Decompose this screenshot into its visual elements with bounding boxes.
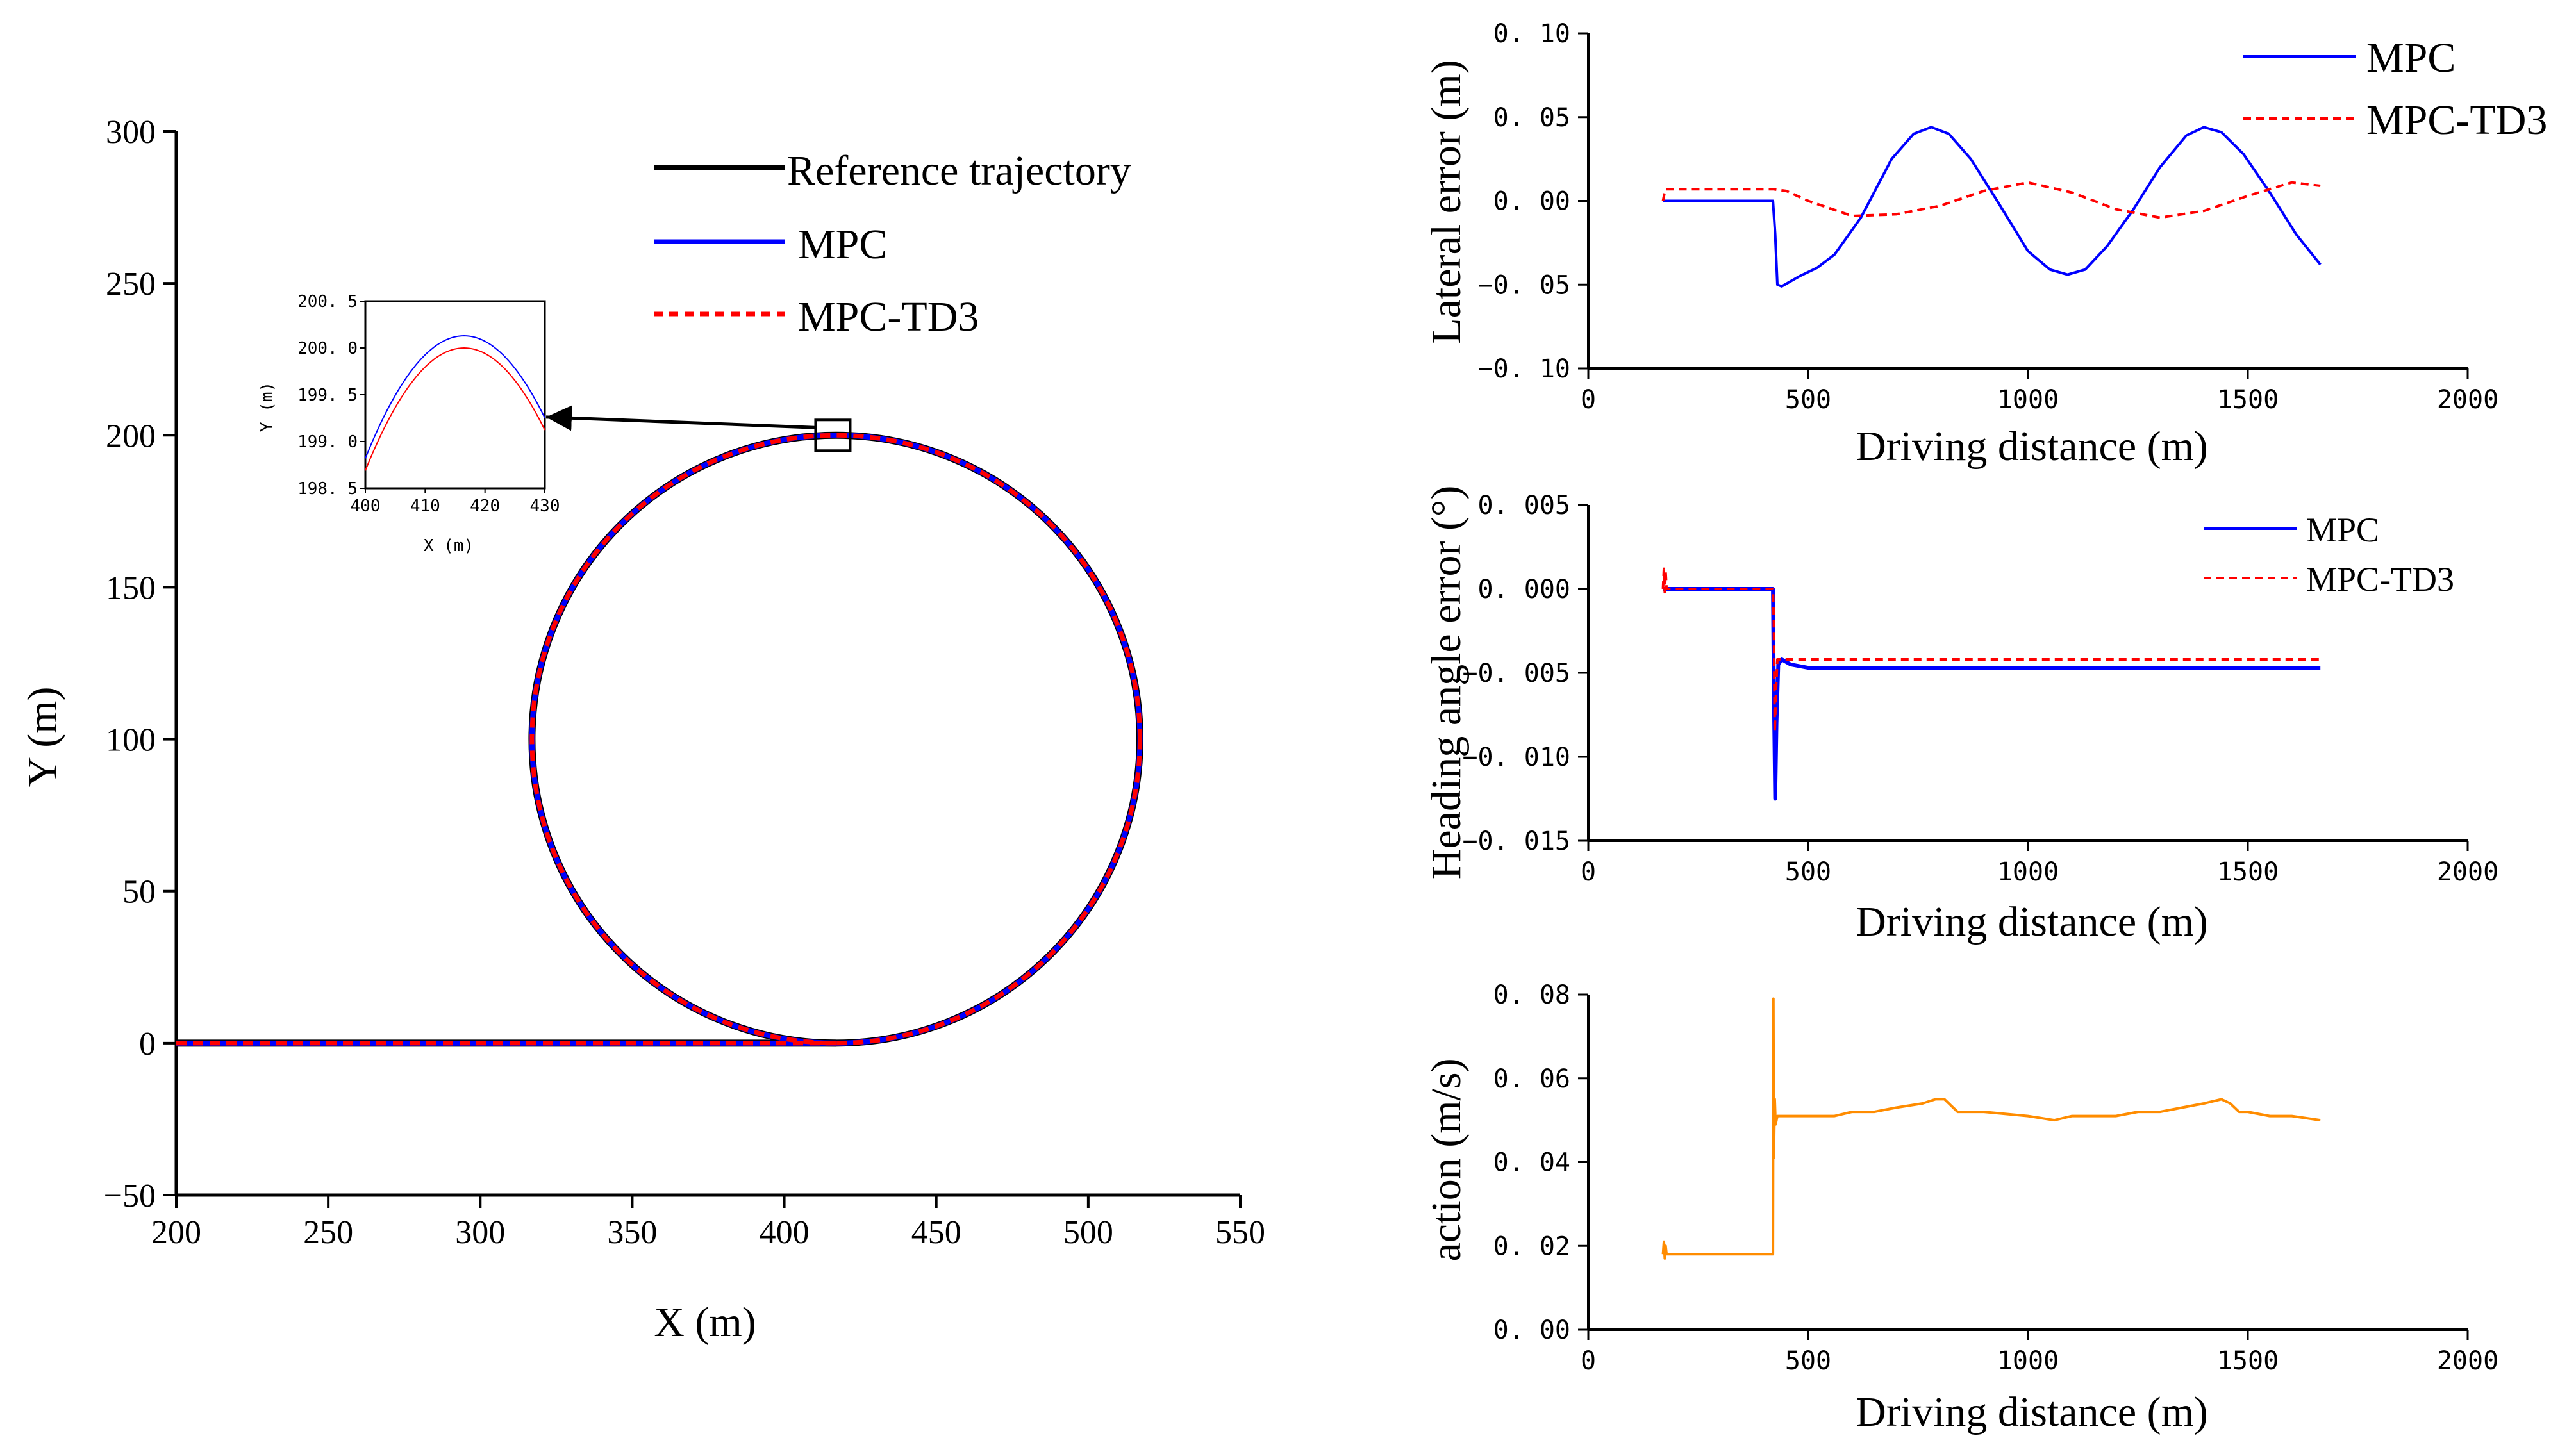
action-y-tick-label: 0. 00 <box>1493 1316 1570 1345</box>
zoom-region-box <box>814 418 852 452</box>
heading-series-mpc <box>1663 587 2321 801</box>
zoom-inset: X (m) Y (m) 400 410 420 430 198. 5 199. 0 199.… <box>258 292 560 556</box>
lateral-legend: MPC MPC-TD3 <box>2243 35 2547 144</box>
inset-series-mpc-td3 <box>365 347 545 471</box>
lateral-legend-mpc: MPC <box>2366 35 2456 81</box>
trajectory-y-tick-label: 0 <box>139 1026 156 1062</box>
trajectory-x-tick-label: 400 <box>760 1214 810 1251</box>
inset-x-tick-label: 430 <box>530 497 560 516</box>
inset-frame <box>364 300 546 490</box>
heading-legend-mpc: MPC <box>2306 511 2379 549</box>
legend-label-reference: Reference trajectory <box>787 147 1131 194</box>
heading-y-tick-label: 0. 000 <box>1478 575 1571 604</box>
action-plot: Driving distance (m) action (m/s) 0 500 10… <box>1423 980 2498 1435</box>
heading-legend-td3: MPC-TD3 <box>2306 560 2454 599</box>
inset-y-tick-label: 198. 5 <box>297 479 358 499</box>
action-x-tick-label: 2000 <box>2437 1346 2498 1376</box>
heading-y-label: Heading angle error (°) <box>1423 486 1470 880</box>
trajectory-x-tick-label: 500 <box>1063 1214 1113 1251</box>
action-x-tick-label: 1000 <box>1997 1346 2059 1376</box>
lateral-legend-td3: MPC-TD3 <box>2366 97 2547 144</box>
inset-x-tick-label: 400 <box>351 497 381 516</box>
trajectory-y-label: Y (m) <box>19 686 66 787</box>
inset-y-tick-label: 199. 0 <box>297 433 358 452</box>
lateral-x-label: Driving distance (m) <box>1856 423 2208 470</box>
lateral-y-tick-label: 0. 05 <box>1493 103 1570 133</box>
inset-series-mpc <box>365 335 545 459</box>
action-series <box>1661 997 2321 1260</box>
trajectory-series-reference-loop <box>528 431 1143 1047</box>
trajectory-y-tick-label: 100 <box>106 722 156 759</box>
action-x-tick-label: 500 <box>1785 1346 1831 1376</box>
heading-x-tick-label: 1000 <box>1997 857 2059 887</box>
lateral-y-tick-label: 0. 00 <box>1493 187 1570 217</box>
heading-x-label: Driving distance (m) <box>1856 898 2208 945</box>
lateral-error-plot: Driving distance (m) Lateral error (m) M… <box>1423 19 2547 470</box>
lateral-x-tick-label: 2000 <box>2437 385 2498 415</box>
inset-x-label: X (m) <box>424 536 474 556</box>
trajectory-x-label: X (m) <box>654 1299 756 1346</box>
action-x-label: Driving distance (m) <box>1856 1389 2208 1435</box>
lateral-x-tick-label: 0 <box>1581 385 1596 415</box>
lateral-y-label: Lateral error (m) <box>1423 60 1470 343</box>
inset-x-tick-label: 410 <box>410 497 440 516</box>
heading-legend: MPC MPC-TD3 <box>2204 511 2454 599</box>
trajectory-y-tick-label: 300 <box>106 114 156 151</box>
action-y-label: action (m/s) <box>1423 1058 1470 1261</box>
heading-y-tick-label: −0. 005 <box>1462 659 1570 688</box>
heading-y-tick-label: 0. 005 <box>1478 491 1571 520</box>
lateral-x-tick-label: 1000 <box>1997 385 2059 415</box>
lateral-y-tick-label: −0. 05 <box>1478 270 1571 300</box>
heading-x-tick-label: 2000 <box>2437 857 2498 887</box>
inset-y-label: Y (m) <box>258 382 277 432</box>
trajectory-y-tick-label: 150 <box>106 570 156 606</box>
trajectory-y-tick-label: 250 <box>106 266 156 302</box>
heading-x-tick-label: 1500 <box>2217 857 2279 887</box>
heading-x-tick-label: 500 <box>1785 857 1831 887</box>
heading-y-tick-label: −0. 010 <box>1462 743 1570 772</box>
lateral-x-tick-label: 1500 <box>2217 385 2279 415</box>
heading-x-tick-label: 0 <box>1581 857 1596 887</box>
trajectory-x-tick-label: 350 <box>607 1214 657 1251</box>
trajectory-x-tick-label: 550 <box>1215 1214 1265 1251</box>
action-x-tick-label: 0 <box>1581 1346 1596 1376</box>
trajectory-plot: X (m) Y (m) Reference trajectory MPC MPC… <box>19 114 1265 1346</box>
inset-y-tick-label: 200. 0 <box>297 339 358 358</box>
action-y-tick-label: 0. 04 <box>1493 1148 1570 1178</box>
action-y-tick-label: 0. 02 <box>1493 1232 1570 1261</box>
heading-series-mpc-td3 <box>1661 567 2321 733</box>
legend-label-mpc: MPC <box>798 221 887 268</box>
trajectory-x-tick-label: 200 <box>151 1214 201 1251</box>
inset-x-tick-label: 420 <box>470 497 500 516</box>
lateral-y-tick-label: 0. 10 <box>1493 19 1570 49</box>
trajectory-series-mpc-td3-loop <box>529 433 1142 1046</box>
lateral-series-mpc-td3 <box>1661 181 2321 219</box>
legend-label-mpc-td3: MPC-TD3 <box>798 293 979 340</box>
trajectory-x-tick-label: 300 <box>455 1214 505 1251</box>
inset-y-tick-label: 200. 5 <box>297 292 358 311</box>
action-x-tick-label: 1500 <box>2217 1346 2279 1376</box>
action-y-tick-label: 0. 08 <box>1493 980 1570 1010</box>
lateral-series-mpc <box>1663 126 2322 288</box>
heading-y-tick-label: −0. 015 <box>1462 827 1570 856</box>
trajectory-y-tick-label: 50 <box>122 874 156 911</box>
trajectory-y-tick-label: −50 <box>104 1178 156 1214</box>
heading-error-plot: Driving distance (m) Heading angle error… <box>1423 486 2498 945</box>
trajectory-x-tick-label: 250 <box>303 1214 353 1251</box>
lateral-x-tick-label: 500 <box>1785 385 1831 415</box>
trajectory-x-tick-label: 450 <box>911 1214 961 1251</box>
zoom-arrow <box>545 405 816 431</box>
trajectory-y-tick-label: 200 <box>106 418 156 454</box>
action-y-tick-label: 0. 06 <box>1493 1064 1570 1094</box>
trajectory-legend: Reference trajectory MPC MPC-TD3 <box>654 147 1131 340</box>
lateral-y-tick-label: −0. 10 <box>1478 354 1571 384</box>
inset-y-tick-label: 199. 5 <box>297 386 358 405</box>
